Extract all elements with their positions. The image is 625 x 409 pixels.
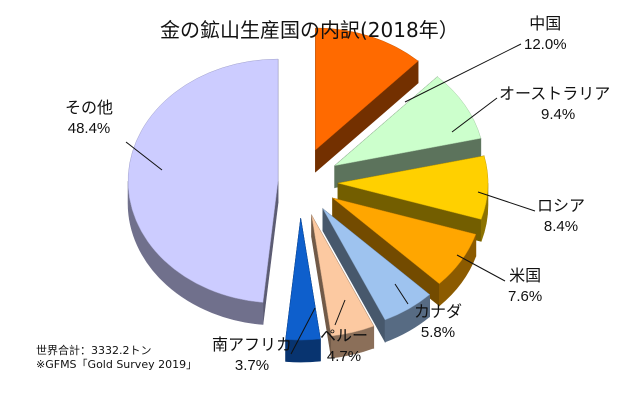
label-china: 中国 12.0%: [524, 14, 567, 53]
pie-slice-australia: [333, 76, 482, 189]
chart-title: 金の鉱山生産国の内訳(2018年）: [160, 18, 459, 42]
label-usa: 米国 7.6%: [508, 266, 543, 305]
leader-line-south-africa: [290, 307, 316, 355]
label-australia: オーストラリア 9.4%: [499, 84, 611, 123]
leader-line-russia: [477, 191, 536, 212]
leader-line-canada: [394, 283, 409, 305]
leader-line-australia: [451, 97, 498, 133]
leader-line-peru: [334, 299, 346, 326]
label-canada: カナダ 5.8%: [414, 302, 463, 341]
pie-slice-canada: [322, 207, 431, 344]
label-russia: ロシア 8.4%: [537, 196, 586, 235]
label-south-africa: 南アフリカ 3.7%: [212, 335, 293, 374]
world-total-note: 世界合計：3332.2トン: [36, 344, 152, 357]
pie-slice-south-africa: [285, 218, 321, 363]
pie-slice-others: [127, 58, 279, 325]
leader-line-usa: [456, 254, 506, 282]
leader-line-others: [125, 141, 163, 171]
leader-line-china: [404, 43, 522, 103]
source-citation: ※GFMS「Gold Survey 2019」: [36, 358, 198, 371]
label-peru: ペルー 4.7%: [320, 326, 369, 365]
pie-slice-russia: [337, 155, 489, 242]
label-others: その他 48.4%: [65, 98, 114, 137]
pie-slice-usa: [332, 197, 477, 307]
pie-slice-china: [315, 27, 419, 173]
source-note: 世界合計：3332.2トン ※GFMS「Gold Survey 2019」: [36, 344, 197, 372]
pie-slice-peru: [311, 213, 375, 359]
